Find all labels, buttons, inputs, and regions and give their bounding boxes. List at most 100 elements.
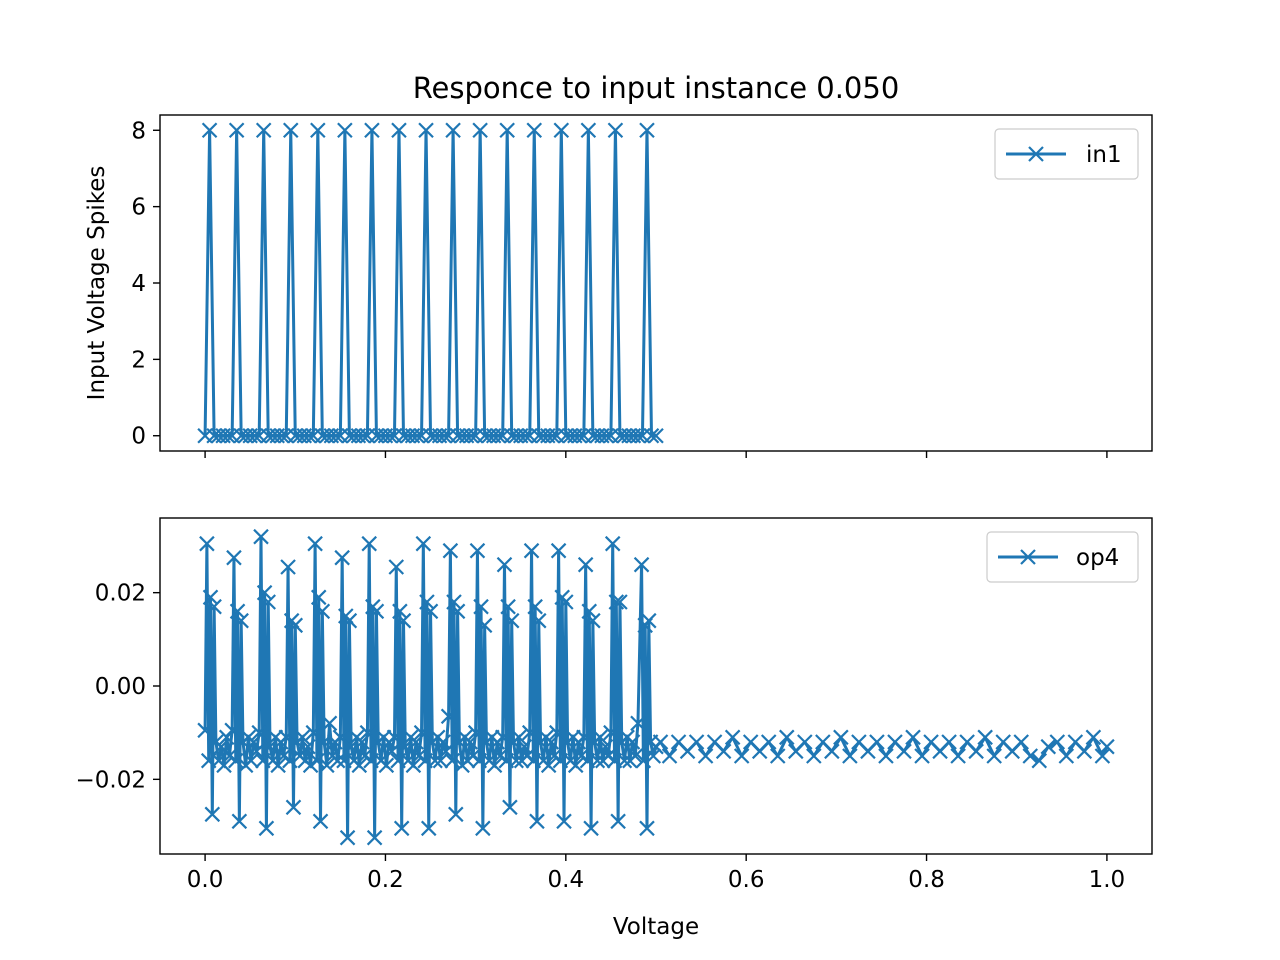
data-point-op4: [435, 734, 451, 750]
data-point-op4: [351, 757, 368, 774]
data-point-op4: [600, 748, 616, 764]
data-point-op4: [202, 589, 219, 606]
data-point-op4: [941, 734, 957, 750]
data-point-op4: [645, 748, 662, 764]
data-point-op4: [216, 757, 232, 774]
data-point-op4: [589, 752, 606, 769]
data-point-op4: [550, 542, 567, 559]
data-point-op4: [465, 748, 481, 764]
data-point-in1: [364, 122, 380, 139]
data-point-op4: [319, 757, 335, 774]
top-legend-frame: [994, 128, 1139, 180]
data-point-op4: [366, 829, 383, 846]
data-point-op4: [405, 757, 422, 774]
series-line-op4: [203, 535, 1109, 840]
data-point-in1: [571, 427, 588, 444]
data-point-op4: [226, 549, 242, 566]
data-point-op4: [294, 729, 311, 746]
data-point-op4: [612, 594, 628, 610]
top-legend: in1: [994, 128, 1139, 180]
data-point-op4: [806, 748, 822, 764]
bottom-legend-frame: [986, 531, 1139, 583]
data-point-op4: [307, 535, 323, 552]
y-tick-label: 0: [131, 424, 146, 450]
data-point-op4: [577, 556, 594, 573]
data-point-in1: [310, 122, 326, 139]
x-tick-label: 1.0: [1089, 867, 1126, 893]
data-point-op4: [449, 603, 466, 620]
data-point-op4: [641, 612, 657, 629]
data-point-op4: [516, 738, 533, 755]
data-point-in1: [436, 427, 452, 444]
y-tick-label: 8: [131, 118, 146, 144]
data-point-op4: [546, 748, 562, 764]
data-point-op4: [486, 757, 503, 774]
data-point-op4: [616, 752, 633, 769]
data-point-op4: [511, 729, 527, 746]
data-point-in1: [472, 122, 488, 139]
y-tick-label: 4: [131, 271, 146, 297]
data-point-op4: [388, 559, 405, 575]
data-point-in1: [490, 427, 506, 444]
top-legend-marker: [1028, 146, 1044, 162]
data-point-op4: [688, 734, 705, 750]
data-point-op4: [604, 535, 621, 552]
data-point-op4: [473, 598, 489, 615]
data-point-op4: [227, 752, 244, 769]
data-point-op4: [833, 729, 849, 746]
data-point-op4: [1040, 738, 1057, 755]
data-point-op4: [440, 708, 457, 725]
y-tick-label: −0.02: [76, 767, 146, 793]
data-point-op4: [270, 757, 286, 774]
data-point-op4: [310, 589, 327, 606]
bottom-legend-label-op4: op4: [1076, 545, 1119, 571]
x-tick-label: 0.2: [367, 867, 404, 893]
data-point-op4: [1049, 734, 1066, 750]
data-point-op4: [576, 729, 592, 746]
data-point-op4: [540, 757, 557, 774]
data-point-op4: [258, 820, 275, 837]
data-point-in1: [526, 122, 543, 139]
data-point-op4: [233, 612, 249, 629]
data-point-op4: [476, 617, 493, 634]
bottom-plot-data: [197, 528, 1115, 846]
data-point-in1: [328, 427, 344, 444]
data-point-op4: [368, 603, 385, 620]
data-point-op4: [260, 594, 276, 610]
data-point-op4: [529, 813, 545, 830]
x-axis-label: Voltage: [613, 914, 699, 940]
data-point-op4: [339, 829, 356, 846]
data-point-op4: [356, 748, 373, 764]
data-point-op4: [243, 752, 259, 769]
x-tick-label: 0.6: [728, 867, 765, 893]
data-point-op4: [523, 542, 540, 559]
data-point-op4: [314, 603, 331, 620]
data-point-op4: [697, 748, 714, 764]
data-point-op4: [334, 549, 350, 566]
data-point-op4: [715, 743, 732, 760]
y-tick-label: 6: [131, 195, 146, 221]
data-point-op4: [229, 603, 246, 620]
data-point-op4: [724, 729, 741, 746]
data-point-in1: [463, 427, 479, 444]
data-point-op4: [341, 612, 358, 629]
data-point-op4: [583, 820, 599, 837]
data-point-in1: [643, 427, 660, 444]
data-point-op4: [630, 715, 646, 732]
data-point-op4: [592, 729, 608, 746]
data-point-op4: [573, 748, 589, 764]
bottom-legend: op4: [986, 531, 1139, 583]
data-point-op4: [502, 799, 518, 816]
data-point-in1: [246, 427, 263, 444]
data-point-op4: [869, 734, 885, 750]
data-point-in1: [639, 122, 655, 139]
data-point-op4: [639, 820, 655, 837]
data-point-in1: [553, 122, 570, 139]
figure-title: Responce to input instance 0.050: [413, 71, 900, 105]
data-point-in1: [219, 427, 236, 444]
x-tick-label: 0.4: [548, 867, 585, 893]
data-point-in1: [228, 122, 245, 139]
y-tick-label: 2: [131, 347, 146, 373]
data-point-op4: [393, 820, 410, 837]
data-point-op4: [329, 752, 346, 769]
